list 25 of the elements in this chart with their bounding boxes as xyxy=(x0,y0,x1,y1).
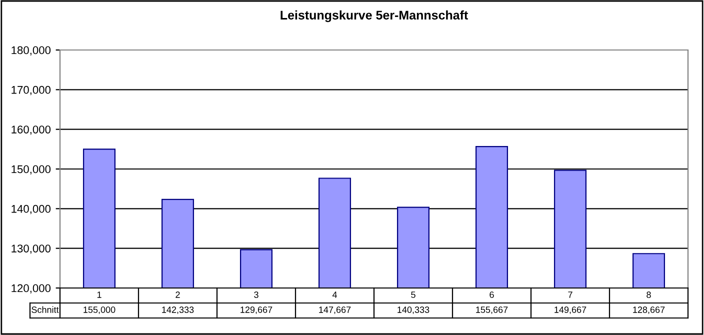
data-label: 140,333 xyxy=(398,306,430,314)
y-tick-label: 130,000 xyxy=(12,244,51,254)
data-label: 129,667 xyxy=(240,306,272,314)
data-label: 128,667 xyxy=(633,306,665,314)
data-label: 149,667 xyxy=(554,306,586,314)
data-label: 155,667 xyxy=(476,306,508,314)
y-tick-label: 140,000 xyxy=(12,204,51,214)
y-tick-label: 120,000 xyxy=(12,284,51,294)
x-tick-label: 7 xyxy=(568,292,572,298)
x-tick-label: 1 xyxy=(97,292,102,298)
data-label: 147,667 xyxy=(319,306,351,314)
x-tick-label: 6 xyxy=(490,292,494,298)
x-tick-label: 4 xyxy=(332,292,337,298)
y-tick-label: 150,000 xyxy=(12,165,51,174)
data-label: 142,333 xyxy=(162,306,194,314)
x-tick-label: 5 xyxy=(411,292,416,298)
y-tick-label: 180,000 xyxy=(12,46,51,56)
x-tick-label: 2 xyxy=(176,292,180,298)
y-tick-label: 170,000 xyxy=(12,86,51,96)
x-tick-label: 8 xyxy=(646,292,651,298)
data-label: 155,000 xyxy=(84,306,116,314)
text: Schnitt xyxy=(32,306,59,313)
x-tick-label: 3 xyxy=(254,292,258,298)
y-tick-label: 160,000 xyxy=(12,126,51,135)
chart-title: Leistungskurve 5er-Mannschaft xyxy=(280,10,468,22)
